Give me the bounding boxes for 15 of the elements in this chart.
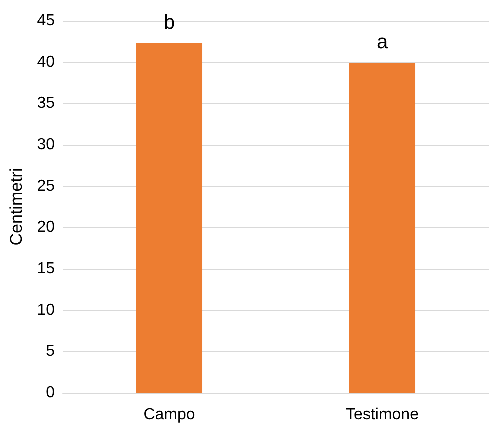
y-tick-label: 25	[37, 178, 56, 195]
y-tick-label: 45	[37, 12, 56, 30]
x-tick-label: Campo	[144, 406, 196, 424]
y-tick-label: 0	[46, 384, 56, 402]
y-tick-label: 5	[46, 343, 56, 360]
y-tick-label: 10	[37, 302, 56, 319]
x-tick-label: Testimone	[346, 406, 420, 424]
y-tick-label: 20	[37, 219, 56, 236]
annotation: b	[164, 12, 176, 34]
annotation: a	[376, 32, 389, 54]
y-axis-title: Centimetri	[7, 168, 26, 246]
y-tick-label: 30	[37, 136, 56, 154]
y-tick-label: 40	[37, 54, 56, 71]
y-tick-label: 35	[37, 95, 56, 112]
y-tick-label: 15	[37, 260, 56, 278]
